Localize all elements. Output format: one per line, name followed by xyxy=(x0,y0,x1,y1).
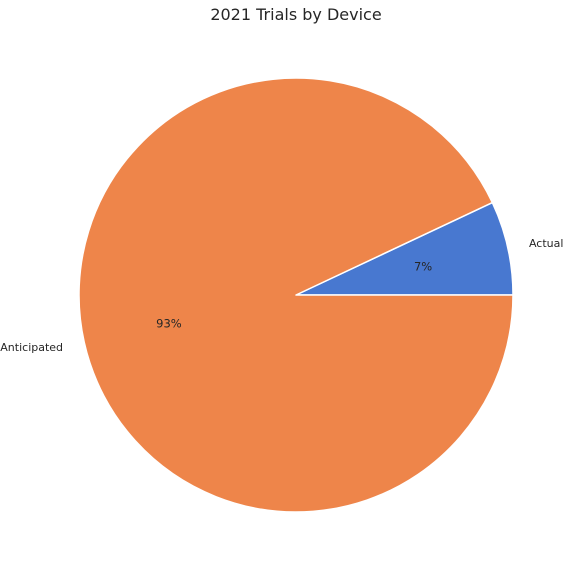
pie-slice-anticipated xyxy=(78,77,514,513)
category-label-actual: Actual xyxy=(529,237,563,250)
pie-labels: Actual 7% Anticipated 93% xyxy=(0,237,563,354)
percent-label-actual: 7% xyxy=(414,260,432,274)
pie-slices xyxy=(78,77,514,513)
percent-label-anticipated: 93% xyxy=(156,316,182,330)
category-label-anticipated: Anticipated xyxy=(0,341,63,354)
chart-title: 2021 Trials by Device xyxy=(210,5,381,24)
